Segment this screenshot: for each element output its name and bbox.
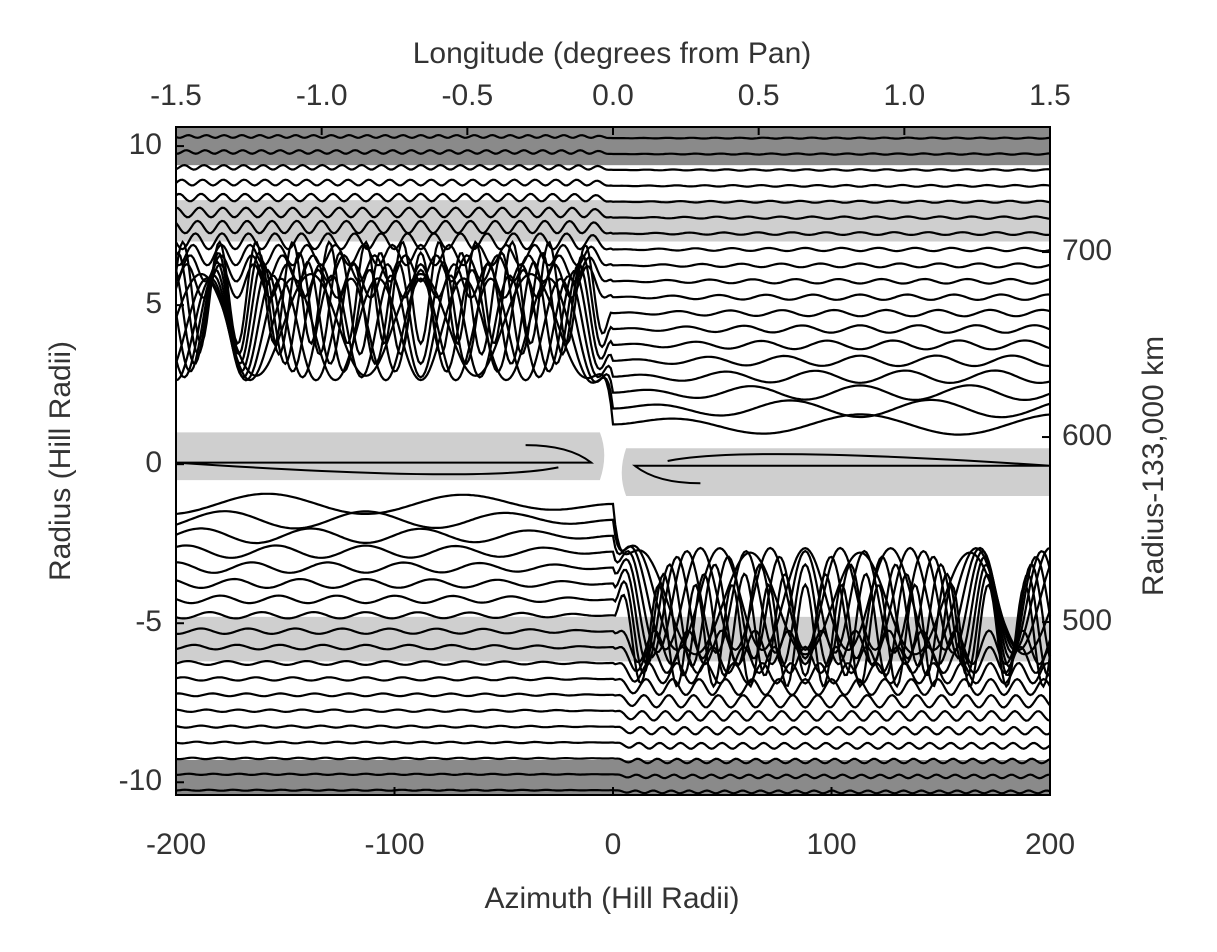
streamline xyxy=(175,708,1051,722)
streamline xyxy=(175,163,1051,172)
streamline xyxy=(175,254,1051,285)
streamline xyxy=(175,192,1051,204)
streamline xyxy=(175,582,1052,689)
streamline xyxy=(175,772,1051,780)
y2-axis-label: Radius-133,000 km xyxy=(1137,336,1170,596)
x2-tick-label: 0.0 xyxy=(592,79,634,112)
streamline xyxy=(175,527,1051,652)
x-tick-label: 200 xyxy=(1025,828,1075,861)
streamline xyxy=(176,149,1051,156)
streamline xyxy=(174,260,1051,366)
streamline xyxy=(175,250,1051,357)
y-tick-label: -10 xyxy=(119,764,162,797)
y2-tick-label: 600 xyxy=(1062,419,1112,452)
streamline xyxy=(174,274,1051,385)
streamline xyxy=(175,724,1051,736)
streamline xyxy=(175,562,1052,668)
streamline xyxy=(175,544,1052,654)
streamline xyxy=(175,219,1051,237)
streamline xyxy=(175,740,1051,750)
plot-area xyxy=(174,127,1052,795)
x2-axis-label: Longitude (degrees from Pan) xyxy=(413,37,812,70)
streamline xyxy=(175,659,1051,685)
streamline xyxy=(175,277,1051,402)
streamline xyxy=(175,756,1051,765)
x-tick-label: 100 xyxy=(806,828,856,861)
y-tick-label: 0 xyxy=(145,446,162,479)
x-axis-label: Azimuth (Hill Radii) xyxy=(484,882,739,915)
x2-tick-label: 0.5 xyxy=(738,79,780,112)
y-tick-label: 5 xyxy=(145,287,162,320)
band xyxy=(176,200,1050,242)
horseshoe-contour xyxy=(631,453,1051,485)
streamline xyxy=(175,676,1051,697)
streamline xyxy=(175,572,1051,678)
x-tick-label: -100 xyxy=(364,828,424,861)
streamline xyxy=(175,206,1051,220)
x-tick-label: -200 xyxy=(146,828,206,861)
streamline xyxy=(175,510,1052,652)
streamline xyxy=(175,643,1051,675)
horseshoe-contour xyxy=(175,444,595,476)
streamline xyxy=(175,692,1051,709)
x2-tick-label: -0.5 xyxy=(441,79,493,112)
y-axis-label: Radius (Hill Radii) xyxy=(44,341,77,581)
x2-tick-label: 1.5 xyxy=(1029,79,1071,112)
x2-tick-label: -1.0 xyxy=(296,79,348,112)
x2-tick-label: -1.5 xyxy=(150,79,202,112)
streamline xyxy=(174,239,1051,346)
y-tick-label: -5 xyxy=(135,605,162,638)
streamline xyxy=(174,277,1051,419)
y2-tick-label: 500 xyxy=(1062,604,1112,637)
streamline xyxy=(175,243,1051,269)
x2-tick-label: 1.0 xyxy=(883,79,925,112)
streamline xyxy=(175,232,1051,253)
streamline xyxy=(175,133,1051,140)
x-tick-label: 0 xyxy=(605,828,622,861)
y-tick-label: 10 xyxy=(129,128,162,161)
streamline xyxy=(175,178,1051,188)
y2-tick-label: 700 xyxy=(1062,234,1112,267)
